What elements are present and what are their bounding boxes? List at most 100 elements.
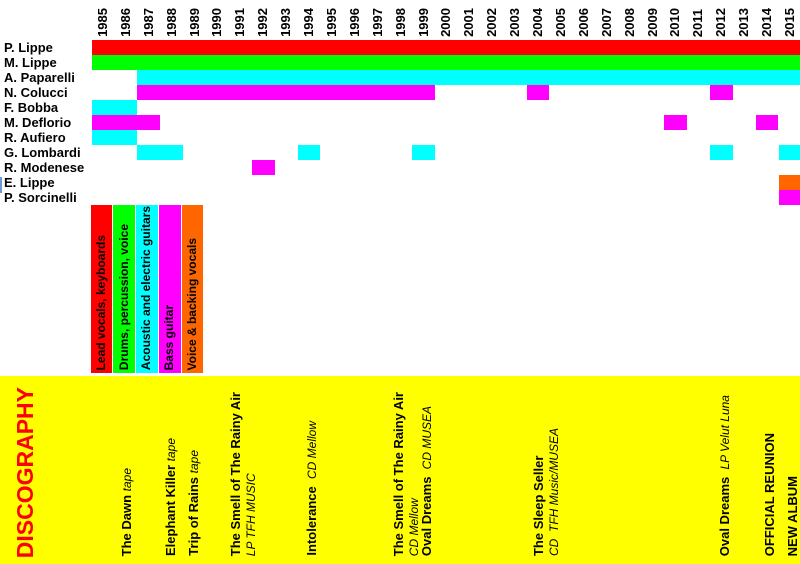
membership-bar	[91, 40, 800, 55]
discography-item: The Smell of The Rainy Air CD Mellow	[391, 392, 422, 556]
release-title: OFFICIAL REUNION	[762, 432, 777, 556]
discography-item-line: OFFICIAL REUNION	[762, 433, 777, 556]
year-tick-label: 1989	[186, 8, 202, 37]
release-title: Elephant Killer	[163, 461, 178, 556]
year-tick-label: 1999	[415, 8, 431, 37]
discography-item: Oval Dreams CD MUSEA	[419, 406, 435, 556]
release-title: Oval Dreams	[717, 469, 732, 557]
year-tick-label: 2011	[690, 8, 706, 37]
year-tick-label: 1998	[392, 8, 408, 37]
year-tick-label: 2002	[484, 8, 500, 37]
member-name-label: M. Deflorio	[4, 115, 72, 130]
discography-item-line: CD TFH Music/MUSEA	[546, 428, 562, 556]
year-tick-label: 2001	[461, 8, 477, 37]
membership-bar	[709, 145, 733, 160]
membership-bar	[137, 145, 184, 160]
year-tick-label: 2005	[552, 8, 568, 37]
membership-bar	[778, 175, 800, 190]
release-format-label: LP TFH MUSIC	[244, 473, 258, 556]
member-name-label: M. Lippe	[4, 55, 57, 70]
member-name-label: R. Aufiero	[4, 130, 66, 145]
year-tick-label: 1996	[346, 8, 362, 37]
member-name-label: G. Lombardi	[4, 145, 81, 160]
legend-swatch-bar: Voice & backing vocals	[182, 205, 204, 373]
year-tick-label: 1995	[323, 8, 339, 37]
year-tick-label: 2010	[667, 8, 683, 37]
membership-bar	[709, 85, 733, 100]
member-name-label: P. Lippe	[4, 40, 53, 55]
discography-item-line: Intolerance CD Mellow	[304, 421, 320, 556]
release-format-label: CD MUSEA	[420, 405, 434, 470]
release-format-label: tape	[120, 467, 134, 491]
release-format-label: CD TFH Music/MUSEA	[547, 427, 561, 556]
discography-item: Elephant Killer tape	[163, 438, 179, 556]
year-tick-label: 1991	[232, 8, 248, 37]
discography-item-line: Trip of Rains tape	[186, 450, 202, 556]
release-title: Trip of Rains	[186, 473, 201, 556]
membership-bar	[664, 115, 687, 130]
legend-label: Drums, percussion, voice	[116, 223, 131, 370]
discography-band: DISCOGRAPHY The Dawn tape Elephant Killer…	[0, 376, 800, 564]
year-tick-label: 1987	[140, 8, 156, 37]
discography-item-line: Elephant Killer tape	[163, 438, 179, 556]
member-name-label: A. Paparelli	[4, 70, 75, 85]
legend-label: Voice & backing vocals	[185, 237, 200, 371]
discography-item-line: The Smell of The Rainy Air	[228, 392, 243, 556]
legend-swatch-bar: Drums, percussion, voice	[113, 205, 135, 373]
discography-item-line: The Smell of The Rainy Air	[391, 392, 406, 556]
membership-bar	[778, 145, 800, 160]
year-tick-label: 2015	[781, 8, 797, 37]
release-title: Oval Dreams	[419, 469, 434, 557]
member-name-label: N. Colucci	[4, 85, 68, 100]
discography-item: Trip of Rains tape	[186, 450, 202, 556]
member-name-label: E. Lippe	[4, 175, 55, 190]
discography-item-line: NEW ALBUM	[785, 476, 800, 556]
year-tick-label: 2009	[644, 8, 660, 37]
release-title: The Sleep Seller	[531, 455, 546, 556]
year-tick-label: 1990	[209, 8, 225, 37]
discography-item: The Smell of The Rainy Air LP TFH MUSIC	[228, 392, 259, 556]
release-format-label: tape	[164, 438, 178, 462]
release-title: NEW ALBUM	[785, 475, 800, 556]
membership-bar	[137, 70, 800, 85]
release-format-label: CD Mellow	[305, 421, 319, 480]
membership-bar	[137, 85, 435, 100]
discography-item: The Dawn tape	[119, 468, 135, 556]
left-edge-artifact	[0, 177, 2, 193]
release-format-label: tape	[187, 450, 201, 474]
year-tick-label: 2000	[438, 8, 454, 37]
membership-bar	[91, 115, 161, 130]
year-tick-label: 1985	[94, 8, 110, 37]
discography-item: Intolerance CD Mellow	[304, 421, 320, 556]
member-name-label: F. Bobba	[4, 100, 59, 115]
year-tick-label: 2008	[621, 8, 637, 37]
discography-item-line: LP TFH MUSIC	[243, 392, 259, 556]
year-tick-label: 1993	[278, 8, 294, 37]
legend-swatch-bar: Acoustic and electric guitars	[136, 205, 158, 373]
discography-item: OFFICIAL REUNION	[762, 433, 777, 556]
year-tick-label: 2012	[713, 8, 729, 37]
discography-item: The Sleep Seller CD TFH Music/MUSEA	[531, 428, 562, 556]
legend-swatch-bar: Bass guitar	[159, 205, 181, 373]
membership-bar	[526, 85, 550, 100]
release-title: The Dawn	[119, 490, 134, 556]
year-tick-label: 1997	[369, 8, 385, 37]
membership-bar	[778, 190, 800, 205]
legend-swatch-bar: Lead vocals, keyboards	[90, 205, 112, 373]
release-title: The Smell of The Rainy Air	[228, 391, 243, 556]
membership-bar	[91, 55, 800, 70]
legend-label: Bass guitar	[162, 304, 177, 370]
discography-item-line: Oval Dreams LP Velut Luna	[717, 395, 733, 556]
year-tick-label: 2014	[759, 8, 775, 37]
member-name-label: P. Sorcinelli	[4, 190, 77, 205]
legend-label: Lead vocals, keyboards	[93, 234, 108, 370]
year-tick-label: 2006	[575, 8, 591, 37]
discography-heading: DISCOGRAPHY	[12, 386, 38, 558]
member-name-label: R. Modenese	[4, 160, 85, 175]
release-title: Intolerance	[304, 479, 319, 556]
year-tick-label: 2007	[598, 8, 614, 37]
membership-bar	[755, 115, 779, 130]
release-title: The Smell of The Rainy Air	[391, 391, 406, 556]
year-tick-label: 1992	[255, 8, 271, 37]
